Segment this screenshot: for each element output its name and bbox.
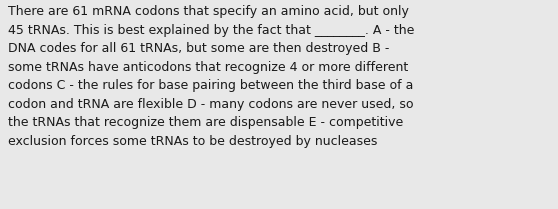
Text: There are 61 mRNA codons that specify an amino acid, but only
45 tRNAs. This is : There are 61 mRNA codons that specify an… xyxy=(8,5,415,148)
